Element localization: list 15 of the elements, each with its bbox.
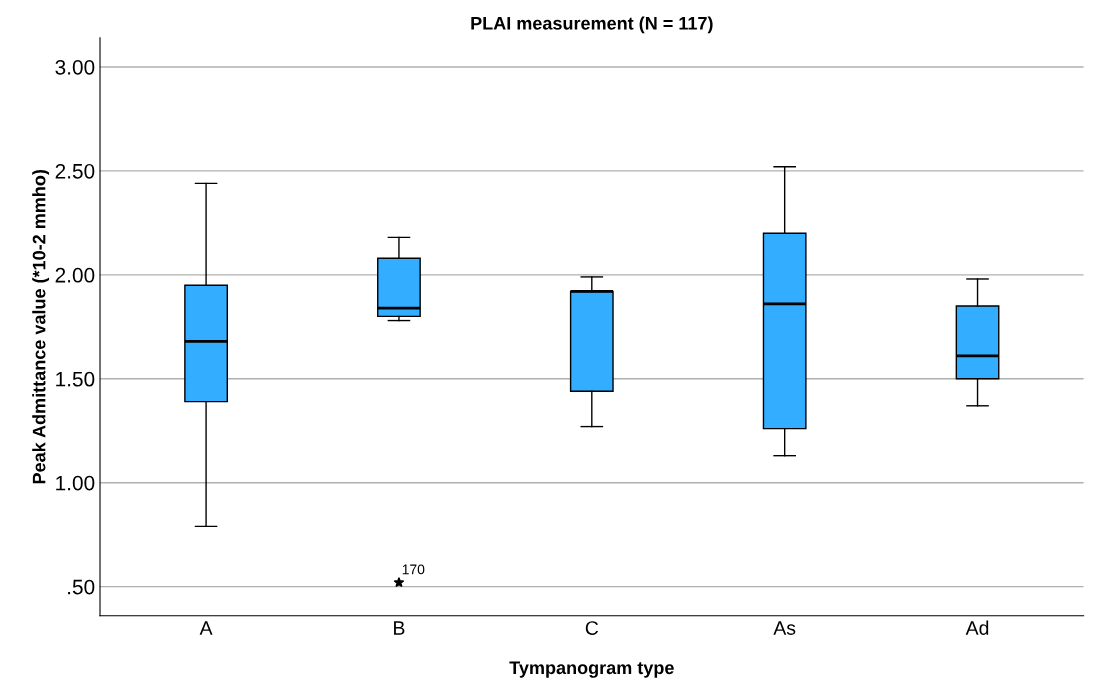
x-tick-label: A <box>199 621 213 635</box>
x-tick-label: B <box>394 621 405 635</box>
annotation: 170 <box>402 564 425 575</box>
y-axis-title: Peak Admittance value (*10-2 mmho) <box>32 169 50 484</box>
y-tick-label: 2.00 <box>55 267 95 283</box>
y-tick-label: .50 <box>68 579 95 595</box>
y-tick-label: 2.50 <box>55 163 95 179</box>
x-tick-label: C <box>585 621 599 635</box>
x-tick-label: Ad <box>965 620 989 635</box>
chart-title: PLAI measurement (N = 117) <box>471 16 713 34</box>
x-axis-title: Tympanogram type <box>509 661 674 678</box>
y-tick-label: 1.50 <box>56 371 95 387</box>
y-tick-label: 3.00 <box>55 59 95 75</box>
y-tick-label: 1.00 <box>56 475 95 491</box>
x-tick-label: As <box>773 621 796 635</box>
